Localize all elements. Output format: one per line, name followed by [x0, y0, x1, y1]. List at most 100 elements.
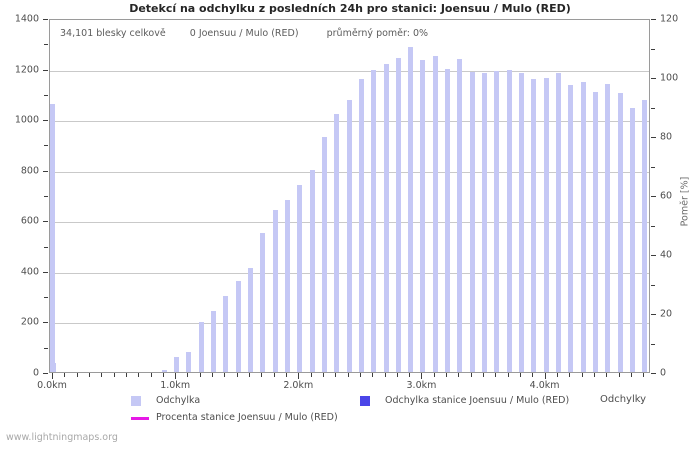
bar [568, 84, 574, 372]
x-tick-mark [261, 373, 263, 377]
bar [260, 232, 266, 372]
x-axis-title: Odchylky [600, 394, 647, 405]
x-tick-label: 1.0km [160, 380, 191, 391]
y-tick-mark-left [43, 120, 48, 122]
y-tick-label-right: 80 [660, 131, 673, 143]
y-tick-mark-left [43, 19, 48, 20]
x-tick-mark [409, 373, 411, 377]
x-tick-mark [224, 373, 226, 377]
x-tick-mark [618, 373, 620, 377]
y-tick-mark-right [651, 19, 656, 20]
y-tick-mark-left [43, 322, 48, 324]
y-tick-mark-left [43, 271, 48, 273]
bar [420, 60, 426, 372]
y-tick-mark-minor-right [651, 284, 655, 286]
bar [272, 210, 278, 372]
x-tick-mark [532, 373, 534, 377]
legend-line-marker [131, 417, 149, 420]
bar [198, 322, 204, 372]
y-tick-label-left: 1000 [14, 114, 39, 126]
bar [321, 137, 327, 372]
x-axis: 0.0km 1.0km 2.0km 3.0km 4.0km [37, 373, 650, 397]
x-tick-label: 4.0km [529, 380, 560, 391]
x-tick-mark [347, 373, 349, 377]
x-tick-mark [52, 373, 53, 379]
bar [531, 78, 537, 372]
bar [469, 71, 475, 372]
y-tick-mark-minor-left [44, 145, 48, 147]
bar [309, 169, 315, 372]
bar [248, 267, 254, 372]
x-tick-mark [310, 373, 312, 377]
y-axis-left-label: Počet [0, 188, 3, 215]
y-axis-right: 0 20 40 60 80 100 120 [651, 14, 699, 379]
bar [334, 113, 340, 372]
bar [186, 351, 192, 372]
y-tick-mark-minor-right [651, 107, 655, 109]
bar [346, 99, 352, 372]
y-tick-label-left: 1200 [14, 64, 39, 76]
x-tick-mark [175, 373, 177, 379]
bar [605, 83, 611, 372]
y-tick-mark-right [651, 373, 656, 374]
x-tick-mark [199, 373, 201, 377]
x-tick-mark [138, 373, 140, 377]
y-tick-mark-minor-left [44, 196, 48, 197]
y-tick-mark-right [651, 196, 656, 197]
y-tick-mark-minor-left [44, 347, 48, 349]
y-tick-label-left: 600 [20, 215, 39, 227]
x-tick-mark [249, 373, 251, 377]
legend-swatch [360, 396, 370, 406]
y-tick-mark-minor-right [651, 166, 655, 168]
bar [235, 280, 241, 372]
bar [50, 103, 55, 372]
y-tick-mark-minor-left [44, 297, 48, 299]
y-tick-mark-minor-left [44, 44, 48, 46]
y-tick-mark-left [43, 373, 48, 374]
subtitle-ratio: průměrný poměr: 0% [326, 28, 429, 39]
bar [284, 200, 290, 372]
bar [580, 81, 586, 372]
y-tick-mark-right [651, 78, 656, 79]
y-tick-label-left: 800 [20, 165, 39, 177]
x-tick-mark [384, 373, 386, 377]
x-tick-mark [212, 373, 214, 377]
x-tick-mark [285, 373, 287, 377]
plot-area [49, 19, 650, 373]
y-tick-label-right: 40 [660, 249, 673, 261]
x-tick-mark [335, 373, 337, 377]
x-tick-mark [150, 373, 152, 377]
x-tick-mark [125, 373, 127, 377]
x-tick-mark [101, 373, 103, 377]
x-tick-mark [421, 373, 423, 379]
bar [297, 184, 303, 372]
x-tick-mark [322, 373, 324, 377]
bar [592, 91, 598, 372]
y-tick-mark-left [43, 69, 48, 71]
y-tick-mark-right [651, 255, 656, 256]
y-tick-mark-minor-left [44, 246, 48, 248]
x-tick-mark [630, 373, 632, 377]
y-tick-label-left: 1400 [14, 13, 39, 25]
bar [494, 70, 500, 372]
bar [161, 369, 167, 372]
x-tick-mark [76, 373, 78, 377]
x-tick-mark [372, 373, 374, 377]
x-tick-mark [458, 373, 460, 377]
bar [383, 63, 389, 372]
bar [211, 311, 217, 372]
x-tick-mark [64, 373, 66, 377]
subtitle-total: 34,101 blesky celkově [60, 28, 166, 39]
x-tick-mark [396, 373, 398, 377]
x-tick-mark [433, 373, 435, 377]
bar [358, 78, 364, 372]
legend-label: Procenta stanice Joensuu / Mulo (RED) [156, 412, 338, 423]
legend-swatch [131, 396, 141, 406]
y-tick-label-right: 100 [660, 72, 679, 84]
x-tick-mark [581, 373, 583, 377]
bar [543, 77, 549, 372]
x-tick-mark [446, 373, 448, 377]
bar [629, 108, 635, 372]
y-tick-mark-left [43, 170, 48, 172]
y-tick-label-right: 0 [660, 367, 667, 379]
